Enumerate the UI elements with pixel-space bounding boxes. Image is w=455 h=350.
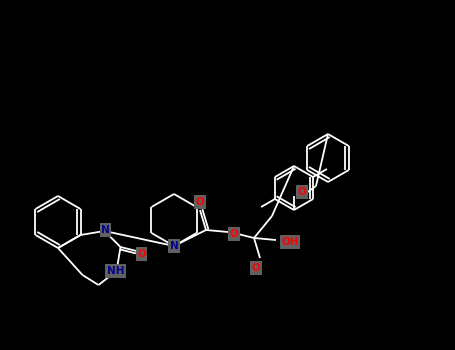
- Text: N: N: [101, 225, 110, 235]
- Text: OH: OH: [281, 237, 299, 247]
- Text: N: N: [170, 241, 178, 251]
- Text: O: O: [196, 197, 204, 207]
- Text: O: O: [298, 187, 306, 197]
- Text: O: O: [230, 229, 238, 239]
- Text: O: O: [252, 263, 260, 273]
- Text: NH: NH: [107, 266, 124, 276]
- Text: O: O: [137, 249, 146, 259]
